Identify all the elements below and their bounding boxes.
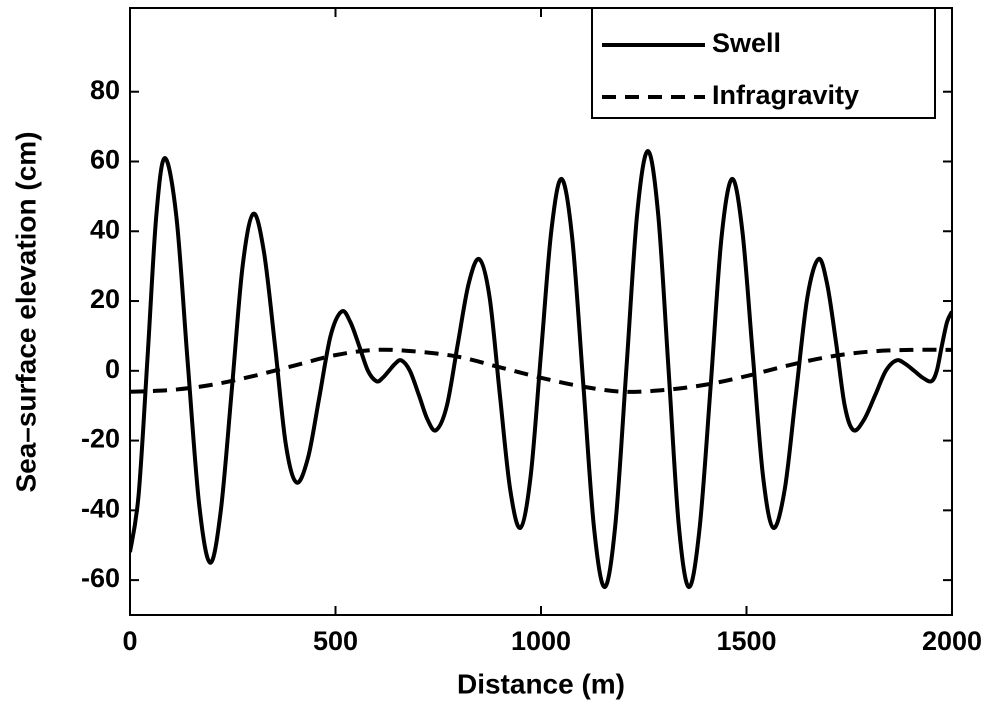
y-tick-label: -20 — [81, 424, 120, 454]
y-tick-label: -60 — [81, 563, 120, 593]
legend-label: Swell — [712, 28, 781, 58]
y-tick-label: 80 — [90, 75, 120, 105]
x-tick-label: 0 — [122, 626, 137, 656]
y-tick-label: -40 — [81, 493, 120, 523]
legend-label: Infragravity — [712, 80, 859, 110]
x-axis-label: Distance (m) — [457, 668, 625, 699]
x-tick-label: 2000 — [922, 626, 982, 656]
series-line — [130, 347, 952, 394]
y-tick-label: 0 — [105, 354, 120, 384]
series-line — [130, 149, 952, 590]
x-tick-label: 1500 — [716, 626, 776, 656]
y-tick-label: 40 — [90, 214, 120, 244]
y-tick-label: 60 — [90, 145, 120, 175]
x-tick-label: 1000 — [511, 626, 571, 656]
y-tick-label: 20 — [90, 284, 120, 314]
plot-frame — [129, 7, 953, 616]
legend-box — [591, 7, 936, 119]
x-tick-label: 500 — [313, 626, 358, 656]
y-axis-label: Sea–surface elevation (cm) — [10, 131, 41, 492]
